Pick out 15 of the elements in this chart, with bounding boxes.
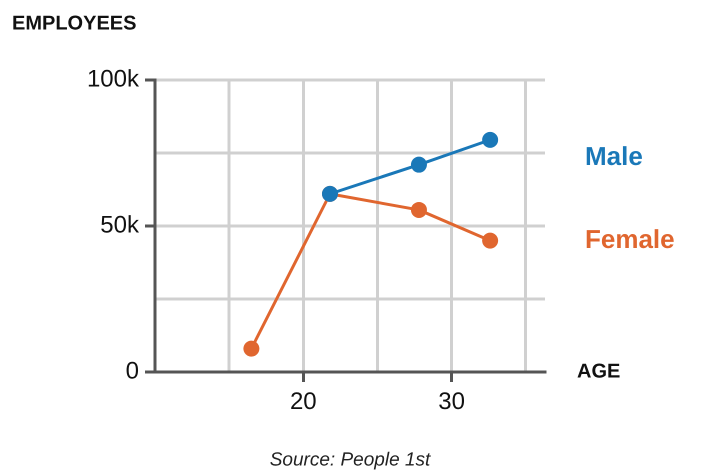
y-tick-label: 100k	[86, 66, 140, 93]
y-tick-label: 50k	[100, 212, 140, 239]
point	[410, 156, 427, 173]
point	[482, 232, 498, 249]
point	[410, 202, 427, 218]
text: Female	[585, 224, 675, 254]
point	[243, 340, 260, 357]
y-tick-label: 0	[126, 358, 139, 385]
x-tick-label: 20	[290, 388, 317, 416]
x-tick-label: 30	[438, 388, 465, 416]
text: Male	[585, 141, 643, 172]
point	[482, 132, 498, 148]
source-note: Source: People 1st	[270, 449, 431, 470]
x-axis-title: AGE	[577, 360, 620, 383]
y-axis-title: EMPLOYEES	[12, 12, 136, 35]
